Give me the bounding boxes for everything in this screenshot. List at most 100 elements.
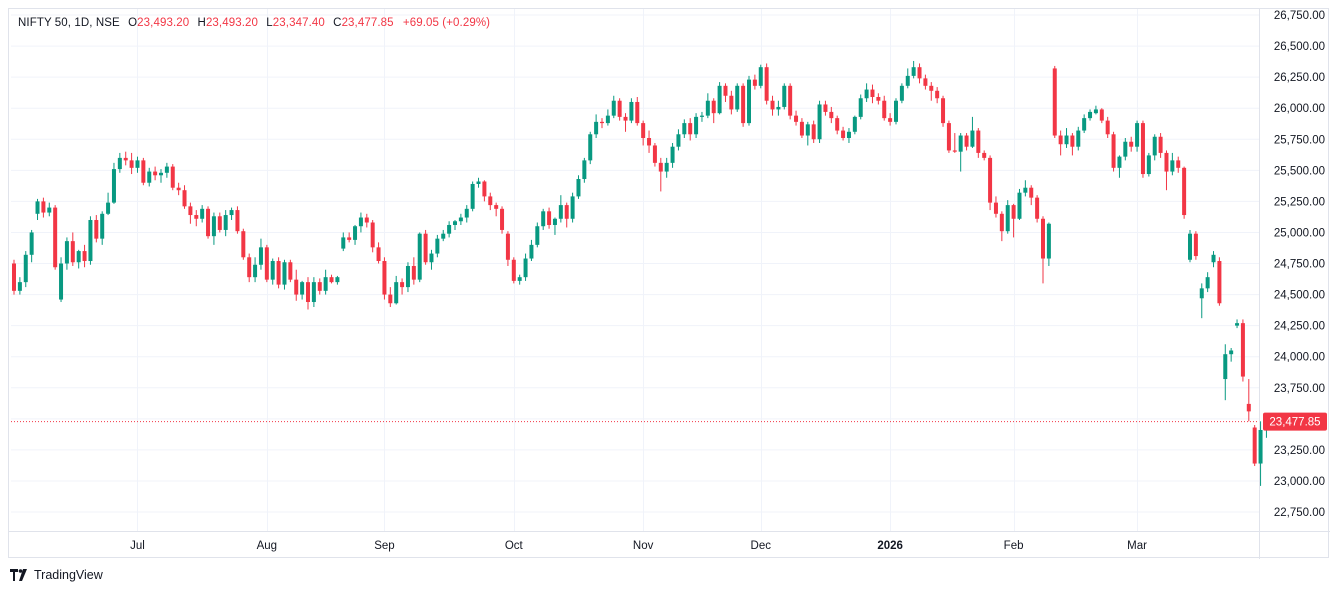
- x-tick-label: Dec: [751, 540, 772, 552]
- candle-body: [905, 75, 910, 86]
- candle-body: [711, 100, 716, 114]
- candle-body: [794, 115, 799, 122]
- candle-body: [1258, 429, 1263, 464]
- candle-body: [264, 247, 269, 280]
- candle-body: [405, 265, 410, 288]
- close-value: 23,477.85: [341, 17, 394, 29]
- candle-body: [1235, 323, 1240, 326]
- tradingview-branding[interactable]: TradingView: [10, 568, 103, 582]
- candle-body: [694, 116, 699, 135]
- candle-body: [170, 166, 175, 188]
- candle-body: [511, 259, 516, 281]
- y-tick-label: 26,500.00: [1274, 41, 1325, 53]
- y-tick-label: 23,250.00: [1274, 445, 1325, 457]
- candle-body: [235, 210, 240, 232]
- candle-body: [1005, 205, 1010, 232]
- high-value: 23,493.20: [205, 17, 258, 29]
- candle-body: [1093, 109, 1098, 114]
- y-tick-label: 26,000.00: [1274, 103, 1325, 115]
- symbol-name[interactable]: NIFTY 50, 1D, NSE: [18, 17, 120, 29]
- y-tick-label: 26,750.00: [1274, 10, 1325, 22]
- candle-body: [888, 118, 893, 122]
- candle-body: [423, 233, 428, 263]
- candle-body: [64, 241, 69, 264]
- candle-body: [811, 124, 816, 140]
- candle-body: [993, 202, 998, 214]
- x-tick-label: Jul: [130, 540, 145, 552]
- candle-body: [1211, 254, 1216, 263]
- candle-body: [206, 208, 211, 237]
- candle-body: [976, 130, 981, 153]
- candle-body: [676, 134, 681, 147]
- candle-body: [123, 157, 128, 161]
- candle-body: [1017, 192, 1022, 219]
- candle-body: [376, 247, 381, 262]
- candle-body: [1011, 205, 1016, 219]
- candle-body: [458, 217, 463, 222]
- candle-body: [523, 258, 528, 278]
- candle-body: [894, 100, 898, 122]
- candle-body: [747, 79, 751, 124]
- candle-body: [488, 196, 493, 206]
- candle-body: [982, 152, 987, 158]
- candle-body: [1046, 223, 1051, 259]
- candle-body: [752, 79, 757, 86]
- candle-body: [494, 205, 499, 209]
- candle-body: [311, 282, 316, 303]
- candle-body: [611, 100, 616, 116]
- candle-body: [946, 123, 951, 151]
- candle-body: [329, 277, 334, 283]
- candle-body: [547, 211, 552, 225]
- candle-body: [841, 130, 846, 139]
- candle-body: [453, 221, 457, 225]
- brand-name: TradingView: [34, 568, 103, 582]
- candle-body: [1029, 187, 1034, 198]
- candle-body: [12, 263, 16, 291]
- y-tick-label: 25,750.00: [1274, 134, 1325, 146]
- x-tick-label: Aug: [257, 540, 277, 552]
- candle-body: [270, 261, 275, 280]
- candle-body: [1070, 135, 1075, 147]
- candle-body: [805, 124, 810, 136]
- candle-body: [576, 179, 581, 197]
- candle-body: [464, 208, 469, 218]
- candle-body: [382, 261, 387, 295]
- candle-body: [194, 215, 199, 219]
- candle-body: [505, 233, 510, 260]
- candle-body: [217, 216, 222, 230]
- candle-body: [247, 257, 252, 278]
- candle-body: [846, 131, 851, 139]
- candle-body: [1105, 120, 1110, 135]
- candle-body: [664, 162, 669, 172]
- candle-body: [111, 169, 116, 203]
- y-tick-label: 24,500.00: [1274, 290, 1325, 302]
- candle-body: [970, 130, 975, 147]
- candle-body: [1193, 233, 1198, 257]
- candle-body: [211, 216, 216, 237]
- candle-body: [182, 190, 187, 207]
- candle-body: [41, 201, 46, 213]
- candle-body: [447, 224, 452, 234]
- candle-body: [147, 171, 152, 183]
- y-tick-label: 24,750.00: [1274, 259, 1325, 271]
- chart-frame: 22,750.0023,000.0023,250.0023,500.0023,7…: [8, 8, 1330, 559]
- candle-body: [1135, 123, 1140, 147]
- candle-body: [1188, 233, 1192, 260]
- low-label: L: [266, 17, 273, 29]
- candle-body: [441, 233, 446, 239]
- candle-body: [541, 211, 546, 227]
- candle-body: [558, 205, 563, 219]
- candle-body: [1182, 167, 1187, 216]
- candle-body: [923, 78, 928, 86]
- candle-body: [1052, 68, 1057, 136]
- candle-body: [594, 121, 599, 135]
- candle-body: [899, 85, 904, 101]
- candle-body: [835, 118, 840, 131]
- candle-body: [364, 217, 369, 223]
- candlestick-chart[interactable]: 22,750.0023,000.0023,250.0023,500.0023,7…: [9, 9, 1330, 559]
- last-price-tag: [1263, 412, 1327, 431]
- candle-body: [758, 67, 763, 86]
- y-tick-label: 25,500.00: [1274, 165, 1325, 177]
- candle-body: [82, 251, 87, 262]
- candle-body: [1076, 130, 1081, 147]
